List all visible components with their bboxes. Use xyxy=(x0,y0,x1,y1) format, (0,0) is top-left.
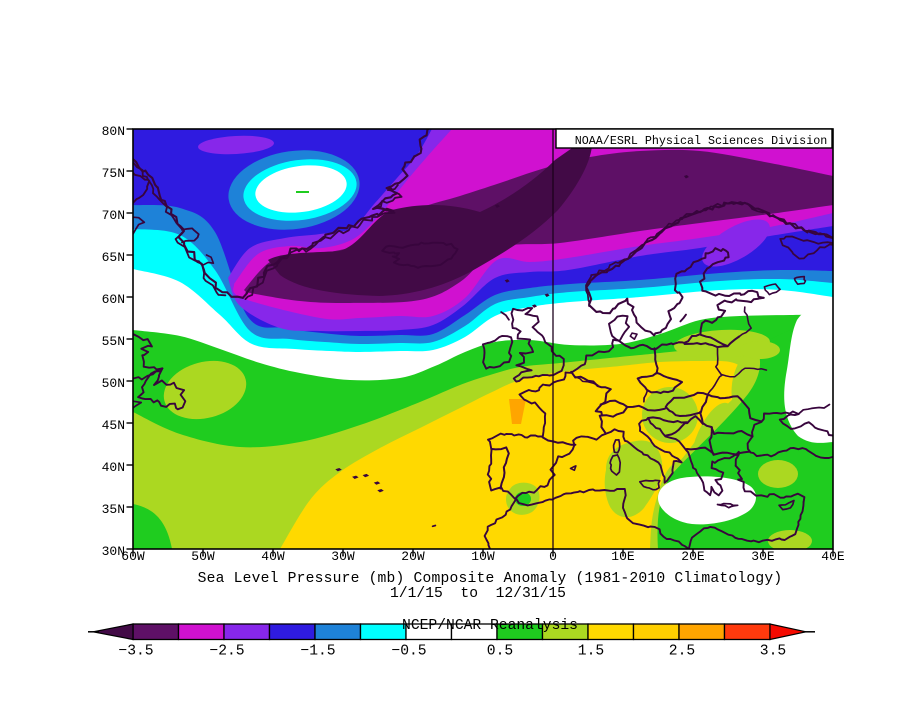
svg-text:40N: 40N xyxy=(102,460,125,475)
svg-text:Sea Level Pressure (mb) Compos: Sea Level Pressure (mb) Composite Anomal… xyxy=(198,571,783,587)
svg-text:50N: 50N xyxy=(102,376,125,391)
svg-text:50W: 50W xyxy=(191,549,215,564)
svg-text:80N: 80N xyxy=(102,124,125,139)
svg-text:30E: 30E xyxy=(751,549,775,564)
svg-text:65N: 65N xyxy=(102,250,125,265)
svg-text:20E: 20E xyxy=(681,549,705,564)
svg-text:1/1/15 to 12/31/15: 1/1/15 to 12/31/15 xyxy=(390,586,566,602)
svg-text:−2.5: −2.5 xyxy=(209,644,244,660)
svg-text:60N: 60N xyxy=(102,292,125,307)
svg-text:3.5: 3.5 xyxy=(760,644,786,660)
svg-text:NOAA/ESRL Physical Sciences Di: NOAA/ESRL Physical Sciences Division xyxy=(575,134,828,148)
svg-text:30W: 30W xyxy=(331,549,355,564)
svg-text:60W: 60W xyxy=(121,549,145,564)
svg-text:55N: 55N xyxy=(102,334,125,349)
svg-text:2.5: 2.5 xyxy=(669,644,695,660)
svg-text:0: 0 xyxy=(549,549,557,564)
svg-text:75N: 75N xyxy=(102,166,125,181)
svg-text:35N: 35N xyxy=(102,502,125,517)
svg-text:−1.5: −1.5 xyxy=(300,644,335,660)
svg-text:20W: 20W xyxy=(401,549,425,564)
svg-text:10W: 10W xyxy=(471,549,495,564)
svg-text:40W: 40W xyxy=(261,549,285,564)
svg-text:−3.5: −3.5 xyxy=(118,644,153,660)
svg-text:10E: 10E xyxy=(611,549,635,564)
svg-text:1.5: 1.5 xyxy=(578,644,604,660)
svg-text:30N: 30N xyxy=(102,544,125,559)
svg-text:−0.5: −0.5 xyxy=(391,644,426,660)
svg-text:45N: 45N xyxy=(102,418,125,433)
svg-text:0.5: 0.5 xyxy=(487,644,513,660)
svg-text:NCEP/NCAR Reanalysis: NCEP/NCAR Reanalysis xyxy=(402,618,578,634)
svg-text:40E: 40E xyxy=(821,549,845,564)
svg-text:70N: 70N xyxy=(102,208,125,223)
